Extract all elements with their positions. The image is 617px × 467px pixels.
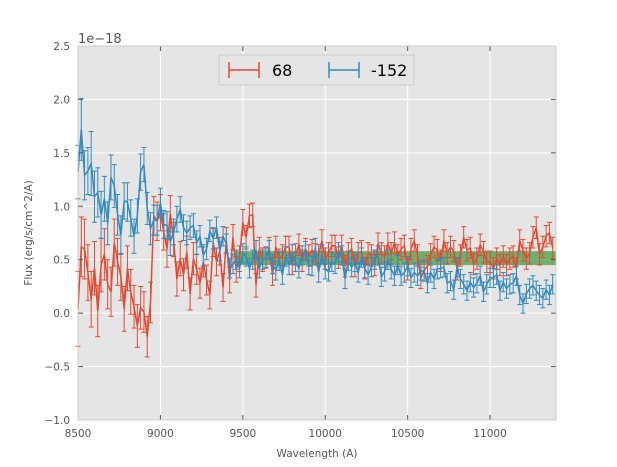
y-tick-label: 2.5 xyxy=(53,41,70,53)
y-tick-label: 1.5 xyxy=(53,148,70,160)
legend: 68 -152 xyxy=(218,54,415,86)
x-tick-label: 11000 xyxy=(473,428,506,440)
axis-ticks: 8500 9000 9500 10000 10500 11000 −1.0 −0.5 0.0 0.… xyxy=(45,41,557,440)
legend-label-68: 68 xyxy=(272,61,292,80)
x-tick-label: 8500 xyxy=(65,428,92,440)
y-offset-label: 1e−18 xyxy=(78,32,122,47)
legend-entry-68: 68 xyxy=(228,61,292,80)
x-tick-label: 10000 xyxy=(309,428,342,440)
y-tick-label: 1.0 xyxy=(53,201,70,213)
y-tick-label: −0.5 xyxy=(45,362,71,374)
y-tick-label: 0.0 xyxy=(53,308,70,320)
x-tick-label: 10500 xyxy=(391,428,424,440)
legend-label-minus-152: -152 xyxy=(371,61,407,80)
x-tick-label: 9500 xyxy=(229,428,256,440)
legend-marker-68 xyxy=(228,62,260,78)
y-axis-label: Flux (erg/s/cm^2/A) xyxy=(23,180,35,285)
legend-marker-minus-152 xyxy=(328,62,360,78)
plot-frame xyxy=(77,45,557,421)
plot-area xyxy=(78,46,556,420)
x-tick-label: 9000 xyxy=(147,428,174,440)
y-tick-label: 2.0 xyxy=(53,94,70,106)
y-tick-label: −1.0 xyxy=(45,415,71,427)
legend-entry-minus-152: -152 xyxy=(328,61,407,80)
series-line--152 xyxy=(77,129,554,306)
x-axis-label: Wavelength (A) xyxy=(276,448,357,460)
y-tick-label: 0.5 xyxy=(53,255,70,267)
